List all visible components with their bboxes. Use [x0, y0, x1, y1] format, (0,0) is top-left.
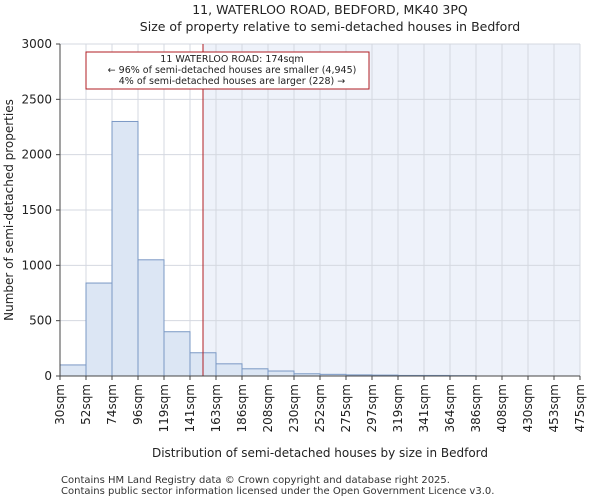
x-tick-label: 364sqm: [443, 384, 457, 432]
footer-line-1: Contains HM Land Registry data © Crown c…: [61, 475, 450, 486]
chart-title: 11, WATERLOO ROAD, BEDFORD, MK40 3PQ: [192, 2, 468, 17]
x-tick-label: 430sqm: [521, 384, 535, 432]
y-tick-label: 2500: [21, 92, 52, 106]
x-tick-label: 297sqm: [365, 384, 379, 432]
x-tick-label: 119sqm: [157, 384, 171, 432]
chart-subtitle: Size of property relative to semi-detach…: [140, 19, 520, 34]
y-tick-label: 500: [29, 314, 52, 328]
histogram-bar: [59, 364, 87, 377]
x-axis-label: Distribution of semi-detached houses by …: [152, 446, 488, 460]
x-tick-label: 30sqm: [53, 384, 67, 425]
x-tick-label: 408sqm: [495, 384, 509, 432]
footer-line-2: Contains public sector information licen…: [61, 486, 494, 497]
histogram-bar: [137, 259, 165, 377]
annotation-line-3: 4% of semi-detached houses are larger (2…: [119, 76, 346, 87]
x-tick-label: 386sqm: [469, 384, 483, 432]
x-tick-label: 475sqm: [573, 384, 587, 432]
histogram-bar: [267, 370, 295, 377]
x-tick-label: 275sqm: [339, 384, 353, 432]
x-tick-label: 96sqm: [131, 384, 145, 425]
annotation-line-1: 11 WATERLOO ROAD: 174sqm: [160, 54, 303, 65]
histogram-bar: [241, 368, 269, 377]
x-tick-label: 163sqm: [209, 384, 223, 432]
x-tick-label: 52sqm: [79, 384, 93, 425]
y-tick-label: 2000: [21, 148, 52, 162]
histogram-bar: [215, 363, 243, 377]
y-tick-label: 3000: [21, 37, 52, 51]
annotation-line-2: ← 96% of semi-detached houses are smalle…: [108, 65, 357, 76]
x-tick-label: 341sqm: [417, 384, 431, 432]
x-tick-label: 186sqm: [235, 384, 249, 432]
histogram-bar: [111, 120, 139, 377]
x-tick-label: 141sqm: [183, 384, 197, 432]
x-tick-label: 252sqm: [313, 384, 327, 432]
annotation-frame: [85, 51, 370, 90]
x-tick-label: 230sqm: [287, 384, 301, 432]
x-tick-label: 453sqm: [547, 384, 561, 432]
y-tick-label: 1000: [21, 258, 52, 272]
x-tick-label: 319sqm: [391, 384, 405, 432]
histogram-bar: [85, 282, 113, 377]
annotation-box: 11 WATERLOO ROAD: 174sqm ← 96% of semi-d…: [85, 51, 370, 90]
y-tick-label: 0: [44, 369, 52, 383]
y-tick-label: 1500: [21, 203, 52, 217]
x-tick-label: 74sqm: [105, 384, 119, 425]
histogram-bar: [163, 331, 191, 377]
y-axis-label: Number of semi-detached properties: [2, 99, 16, 321]
x-tick-label: 208sqm: [261, 384, 275, 432]
